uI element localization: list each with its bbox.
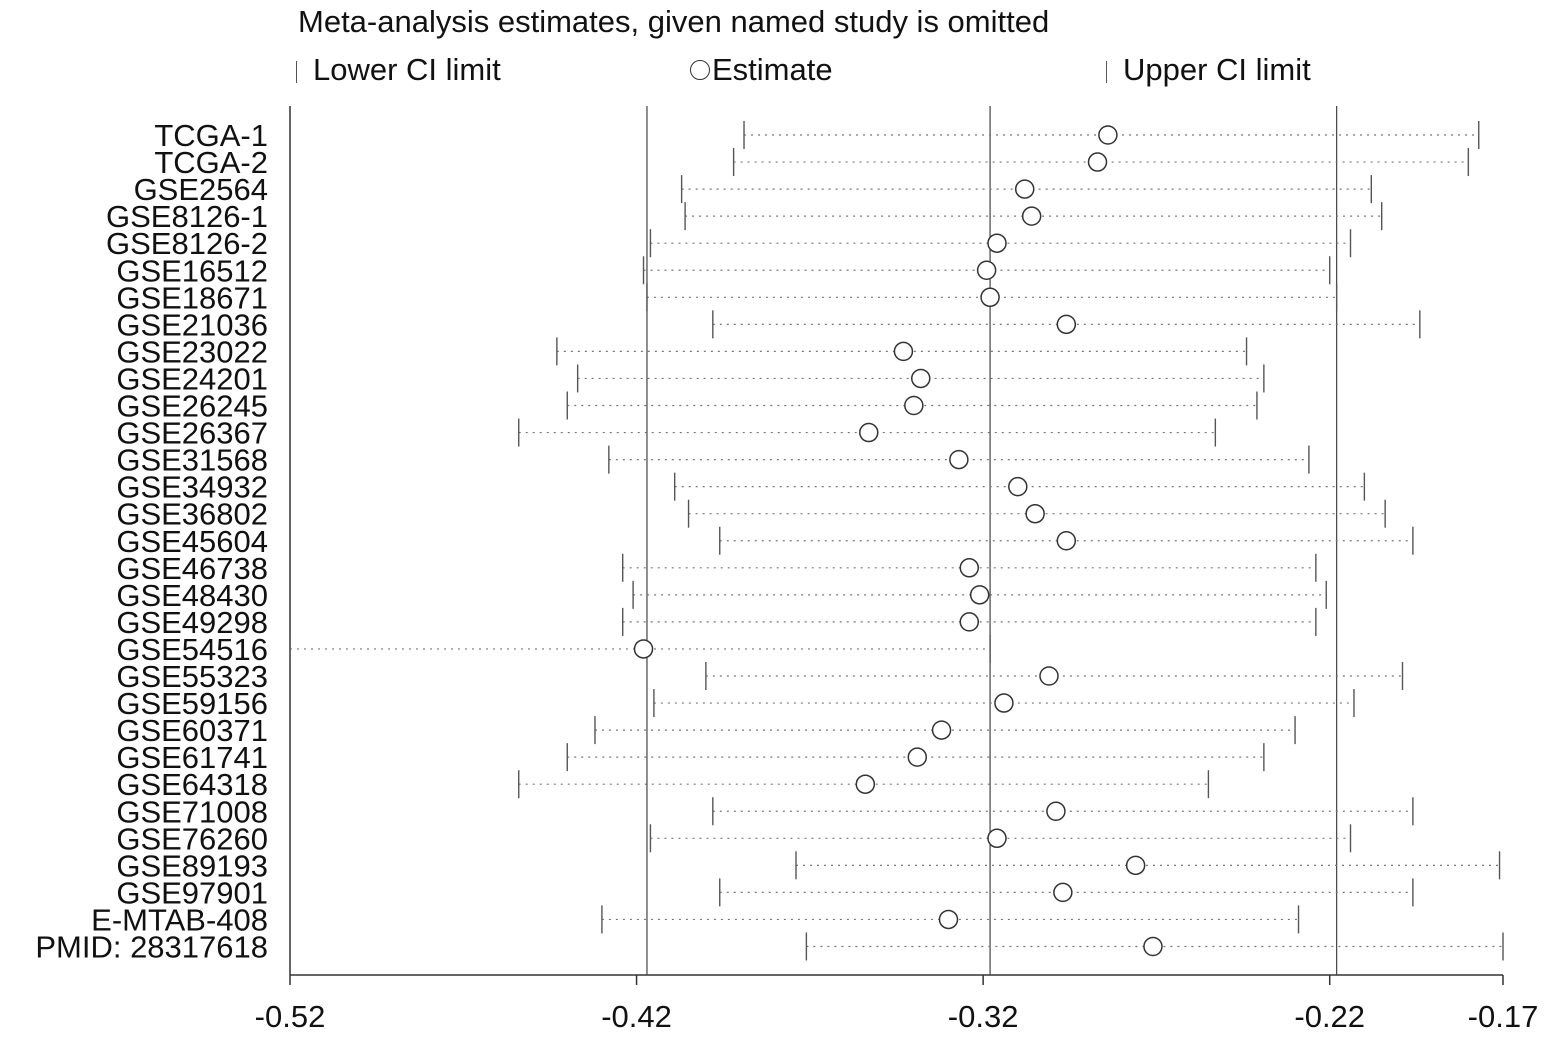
study-label: GSE16512 (116, 253, 268, 288)
estimate-marker (1125, 855, 1146, 876)
estimate-marker (855, 774, 876, 794)
estimate-marker (633, 639, 654, 659)
estimate-marker (1098, 125, 1118, 145)
legend-upper: Upper CI limit (1106, 52, 1311, 88)
upper-ci-tick-icon (1106, 60, 1107, 83)
study-label: GSE31568 (116, 443, 268, 478)
estimate-marker (859, 422, 879, 443)
x-tick-label: -0.42 (601, 999, 672, 1034)
study-label: GSE34932 (116, 470, 268, 505)
estimate-marker (959, 558, 980, 578)
study-label: GSE8126-2 (106, 226, 268, 261)
study-label: E-MTAB-408 (91, 902, 268, 937)
estimate-marker (1053, 882, 1073, 903)
study-label: GSE64318 (116, 767, 268, 802)
lower-ci-tick-icon (296, 60, 297, 83)
estimate-marker (911, 368, 931, 389)
study-label: GSE24201 (116, 361, 268, 396)
x-tick-label: -0.32 (948, 999, 1019, 1034)
study-label: GSE46738 (116, 551, 268, 586)
study-label: GSE54516 (116, 632, 268, 667)
study-label: TCGA-1 (154, 118, 268, 153)
estimate-marker (994, 693, 1014, 713)
estimate-marker (949, 449, 969, 470)
x-tick-label: -0.52 (255, 999, 326, 1034)
study-label: GSE18671 (116, 280, 268, 315)
legend-lower: Lower CI limit (296, 52, 501, 88)
estimate-marker (893, 341, 914, 362)
estimate-marker (976, 260, 997, 280)
legend-estimate-label: Estimate (712, 52, 833, 87)
estimate-marker (987, 828, 1007, 849)
study-label: GSE2564 (134, 172, 268, 207)
study-label: GSE45604 (116, 524, 268, 559)
study-label: GSE71008 (116, 794, 268, 829)
study-label: GSE8126-1 (106, 199, 268, 234)
x-tick-label: -0.22 (1294, 999, 1365, 1034)
estimate-marker (1056, 531, 1077, 551)
study-label: GSE21036 (116, 307, 268, 342)
estimate-marker (987, 233, 1007, 253)
estimate-marker (1039, 666, 1059, 686)
legend-estimate: Estimate (690, 52, 833, 88)
study-label: TCGA-2 (154, 145, 268, 180)
study-label: GSE48430 (116, 578, 268, 613)
estimate-marker (1056, 314, 1077, 335)
estimate-marker (931, 720, 952, 740)
estimate-marker (1143, 936, 1163, 957)
estimate-marker (1014, 179, 1035, 199)
x-tick-label: -0.17 (1468, 999, 1539, 1034)
estimate-marker (959, 612, 980, 632)
estimate-marker (938, 909, 959, 930)
estimate-marker (1087, 152, 1108, 172)
study-label: GSE89193 (116, 848, 268, 883)
estimate-marker (1025, 503, 1045, 524)
estimate-marker (904, 395, 924, 416)
study-label: GSE36802 (116, 497, 268, 532)
study-label: PMID: 28317618 (35, 930, 268, 965)
study-label: GSE55323 (116, 659, 268, 694)
study-label: GSE76260 (116, 821, 268, 856)
study-label: GSE61741 (116, 740, 268, 775)
estimate-marker (1008, 476, 1028, 497)
legend-lower-label: Lower CI limit (313, 52, 501, 87)
legend-upper-label: Upper CI limit (1123, 52, 1311, 87)
chart-title: Meta-analysis estimates, given named stu… (298, 4, 1050, 39)
study-label: GSE59156 (116, 686, 268, 721)
estimate-marker (969, 585, 990, 605)
study-label: GSE49298 (116, 605, 268, 640)
study-label: GSE26367 (116, 416, 268, 451)
estimate-marker (907, 747, 928, 767)
study-label: GSE26245 (116, 389, 268, 424)
study-label: GSE23022 (116, 334, 268, 369)
study-label: GSE97901 (116, 875, 268, 910)
estimate-circle-icon (690, 59, 710, 80)
study-label: GSE60371 (116, 713, 268, 748)
estimate-marker (980, 287, 1000, 308)
estimate-marker (1021, 206, 1042, 226)
estimate-marker (1046, 801, 1066, 821)
